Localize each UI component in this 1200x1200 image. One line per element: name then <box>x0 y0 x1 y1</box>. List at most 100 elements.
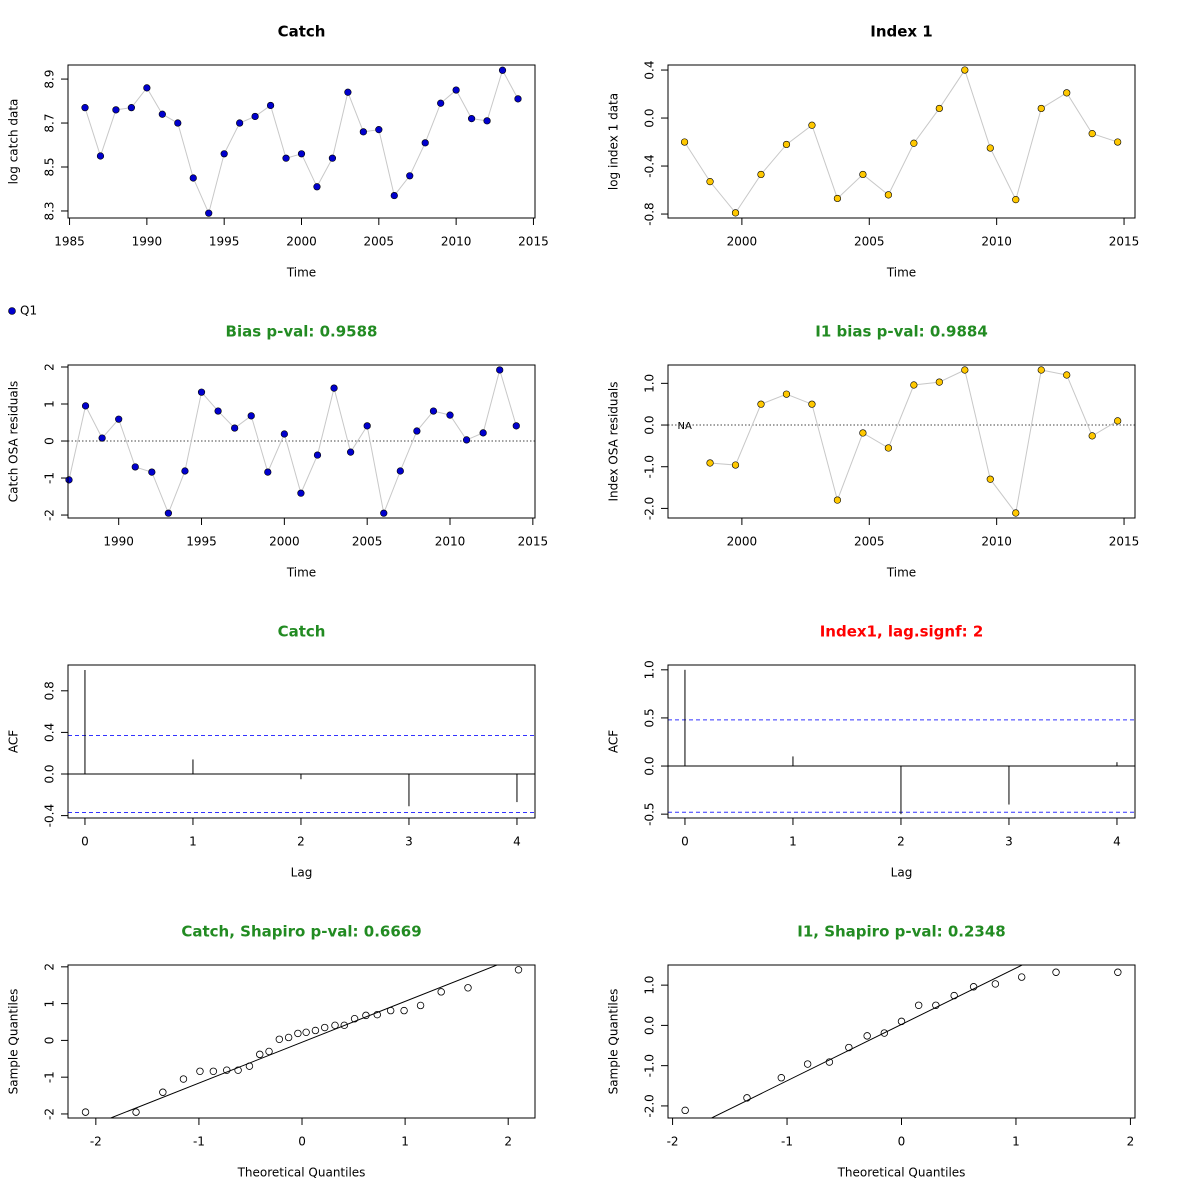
qq-point <box>1052 968 1060 976</box>
point <box>264 468 272 476</box>
y-tick-label: 0.4 <box>43 723 57 742</box>
y-tick-label: 1 <box>43 400 57 408</box>
point <box>757 170 765 179</box>
point <box>280 430 288 438</box>
y-axis-label: log index 1 data <box>607 93 621 190</box>
plot-area <box>68 669 535 813</box>
y-tick-label: 1.0 <box>643 374 657 393</box>
point <box>910 139 918 147</box>
x-tick-label: 3 <box>1005 835 1013 849</box>
point <box>884 444 892 452</box>
point <box>483 117 491 125</box>
point <box>833 194 842 203</box>
panel-title: I1 bias p-val: 0.9884 <box>815 323 988 341</box>
x-tick-label: 1 <box>401 1135 409 1149</box>
x-tick-label: 1990 <box>132 235 163 249</box>
x-tick-label: 2000 <box>727 535 758 549</box>
y-tick-label: -1.0 <box>643 1054 657 1077</box>
plot-box <box>667 64 1136 219</box>
y-axis-label: Sample Quantiles <box>607 989 621 1095</box>
qq-point <box>284 1033 293 1042</box>
point <box>197 388 206 396</box>
point <box>961 66 969 74</box>
plot-area <box>668 669 1135 815</box>
panel: I1 bias p-val: 0.9884 Time Index OSA resid… <box>607 323 1140 580</box>
point <box>112 106 120 114</box>
point <box>131 463 139 471</box>
x-axis-label: Time <box>286 566 316 580</box>
point <box>757 400 765 408</box>
point <box>363 422 371 430</box>
qq-point <box>386 1006 395 1015</box>
y-tick-label: -1 <box>43 472 57 484</box>
panel: Catch Lag ACF 0 1 2 3 4 -0.4 0.0 0.4 0.8 <box>7 623 536 880</box>
point <box>496 366 504 374</box>
y-tick-label: -1.0 <box>643 455 657 478</box>
legend-marker <box>8 307 16 315</box>
panel: Catch Time log catch data 1985 1990 1995 2000 2… <box>7 23 549 318</box>
point <box>1037 366 1045 374</box>
y-tick-label: -1 <box>43 1071 57 1083</box>
point <box>406 172 414 180</box>
series-line <box>68 368 517 515</box>
point <box>680 138 689 146</box>
x-tick-label: 2000 <box>727 235 758 249</box>
x-tick-label: 3 <box>405 835 413 849</box>
panel-title: Index1, lag.signf: 2 <box>820 623 984 641</box>
point <box>859 429 867 437</box>
point <box>731 461 740 469</box>
qq-point <box>362 1011 370 1020</box>
x-tick-label: -1 <box>781 1135 793 1149</box>
y-axis-label: Catch OSA residuals <box>7 381 21 503</box>
x-tick-label: 0 <box>898 1135 906 1149</box>
point <box>220 150 228 158</box>
y-tick-label: 1 <box>43 1000 57 1008</box>
point <box>782 140 791 149</box>
x-tick-label: 2 <box>297 835 305 849</box>
qq-point <box>209 1067 218 1075</box>
point <box>859 170 867 179</box>
y-tick-label: 0 <box>43 1037 57 1045</box>
qq-point <box>275 1035 284 1043</box>
qq-point <box>514 966 523 974</box>
qq-point <box>825 1058 834 1066</box>
point <box>512 422 520 430</box>
point <box>396 467 404 475</box>
y-tick-label: -0.8 <box>643 202 657 225</box>
point <box>174 119 182 127</box>
point <box>1088 130 1096 138</box>
qq-line <box>109 965 499 1118</box>
qq-point <box>897 1017 906 1026</box>
x-tick-label: 2005 <box>352 535 383 549</box>
legend-label: Q1 <box>20 304 37 318</box>
point <box>479 429 487 437</box>
y-tick-label: 0.0 <box>643 756 657 775</box>
x-axis-label: Time <box>286 266 316 280</box>
series-line <box>684 68 1118 214</box>
y-tick-label: -2 <box>43 509 57 521</box>
point <box>181 467 189 475</box>
qq-point <box>256 1050 264 1059</box>
point <box>189 174 197 182</box>
y-tick-label: 2 <box>43 363 57 371</box>
point <box>706 459 714 467</box>
plot-area <box>684 68 1118 214</box>
point <box>429 407 438 415</box>
y-tick-label: 8.3 <box>43 201 57 220</box>
point <box>935 378 943 386</box>
point <box>313 183 321 191</box>
x-tick-label: 2015 <box>518 235 549 249</box>
x-tick-label: 2000 <box>269 535 300 549</box>
plot-area <box>668 369 1135 515</box>
point <box>833 496 842 504</box>
x-tick-label: 1995 <box>209 235 240 249</box>
point <box>313 451 322 459</box>
point <box>96 152 105 160</box>
y-tick-label: 0.5 <box>643 708 657 727</box>
point <box>452 86 460 94</box>
qq-point <box>803 1060 812 1068</box>
qq-point <box>311 1026 320 1035</box>
panel: Bias p-val: 0.9588 Time Catch OSA residual… <box>7 323 549 580</box>
point <box>1063 371 1071 379</box>
